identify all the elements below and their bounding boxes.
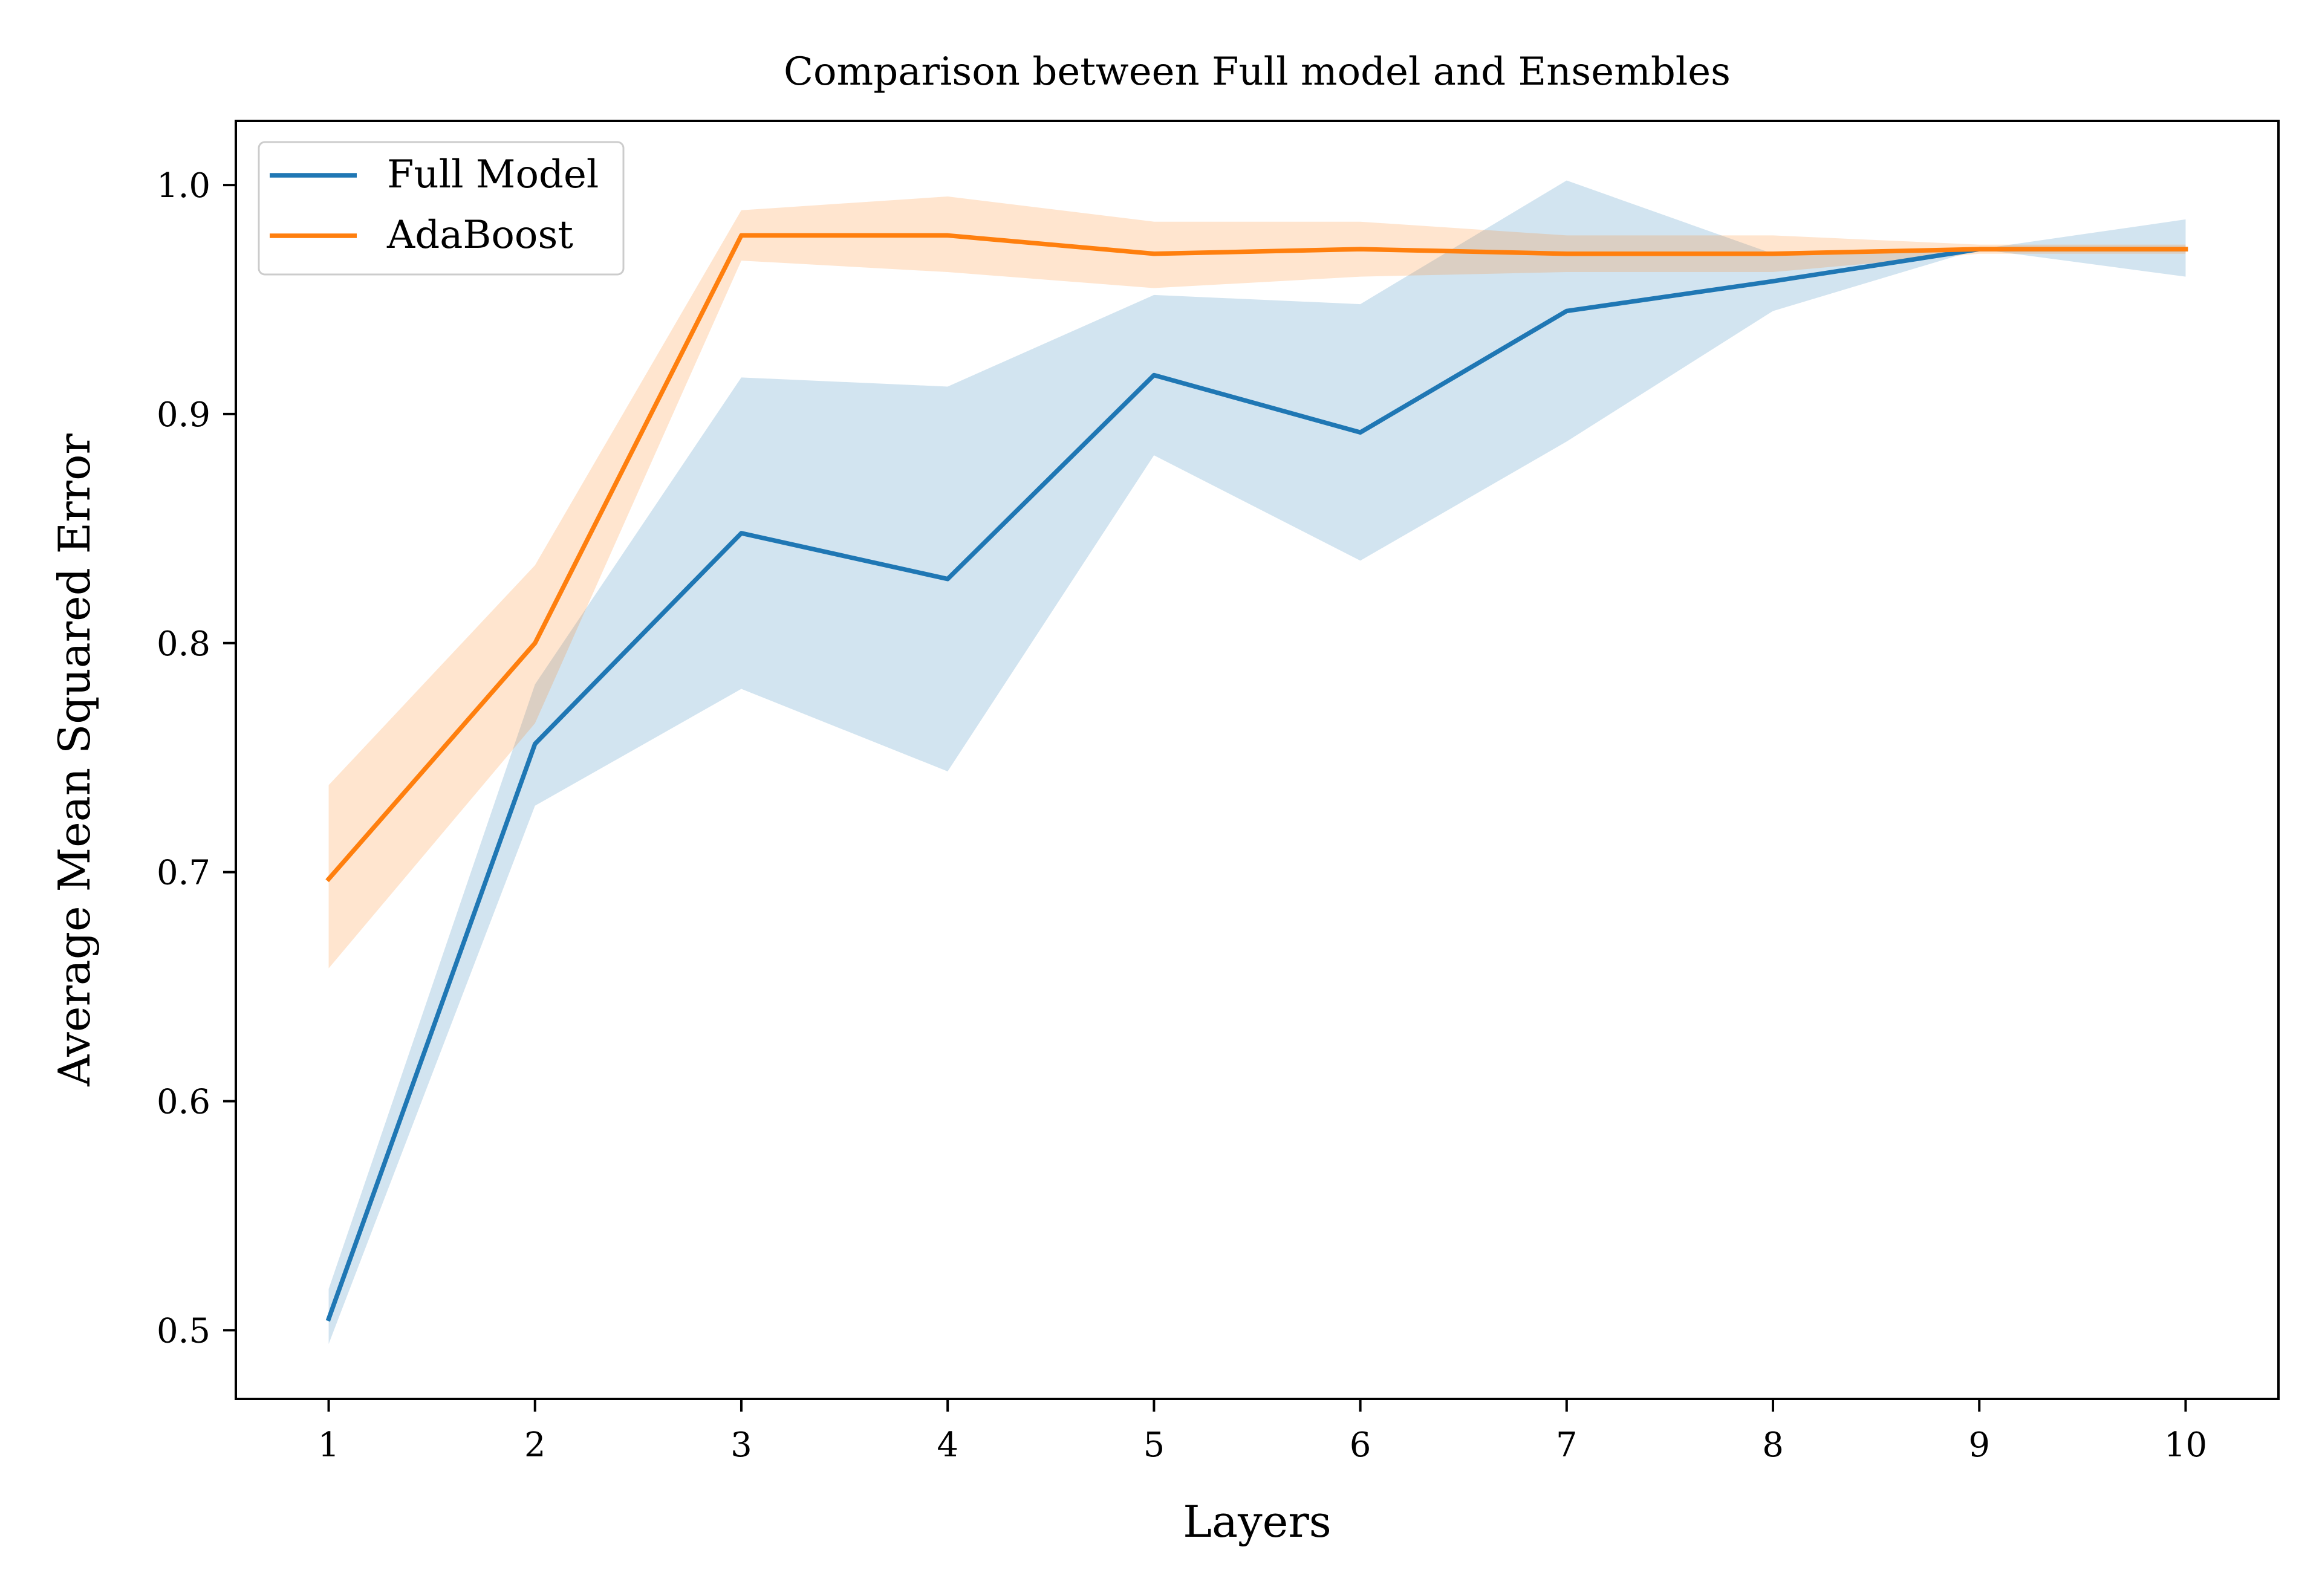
x-axis: 1 2 3 4 5 6 7 8 9 10 bbox=[318, 1399, 2207, 1465]
x-tick-label: 3 bbox=[730, 1426, 752, 1465]
y-tick-label: 0.9 bbox=[157, 395, 210, 435]
series-lines bbox=[325, 233, 2188, 1322]
full-model-line bbox=[325, 247, 2188, 1322]
y-axis-label: Average Mean Squared Error bbox=[49, 433, 100, 1087]
y-tick-label: 0.5 bbox=[157, 1311, 210, 1351]
y-axis: 0.5 0.6 0.7 0.8 0.9 1.0 bbox=[157, 166, 236, 1351]
confidence-bands bbox=[328, 180, 2186, 1345]
chart-title: Comparison between Full model and Ensemb… bbox=[784, 50, 1731, 94]
x-tick-label: 8 bbox=[1762, 1426, 1784, 1465]
x-tick-label: 7 bbox=[1556, 1426, 1578, 1465]
y-tick-label: 0.8 bbox=[157, 624, 210, 664]
adaboost-line bbox=[325, 233, 2188, 883]
x-tick-label: 4 bbox=[937, 1426, 958, 1465]
x-tick-label: 6 bbox=[1350, 1426, 1371, 1465]
x-tick-label: 10 bbox=[2164, 1426, 2207, 1465]
x-tick-label: 9 bbox=[1968, 1426, 1990, 1465]
legend-label-adaboost: AdaBoost bbox=[386, 213, 573, 258]
legend: Full Model AdaBoost bbox=[258, 141, 625, 276]
legend-label-full-model: Full Model bbox=[387, 152, 599, 197]
y-tick-label: 1.0 bbox=[157, 166, 210, 206]
x-tick-label: 2 bbox=[524, 1426, 546, 1465]
y-tick-label: 0.6 bbox=[157, 1082, 210, 1121]
x-axis-label: Layers bbox=[1183, 1496, 1331, 1547]
x-tick-label: 5 bbox=[1143, 1426, 1165, 1465]
plot-frame bbox=[235, 120, 2280, 1400]
full-model-confidence-band bbox=[328, 180, 2186, 1345]
y-tick-label: 0.7 bbox=[157, 854, 210, 893]
x-tick-label: 1 bbox=[318, 1426, 340, 1465]
